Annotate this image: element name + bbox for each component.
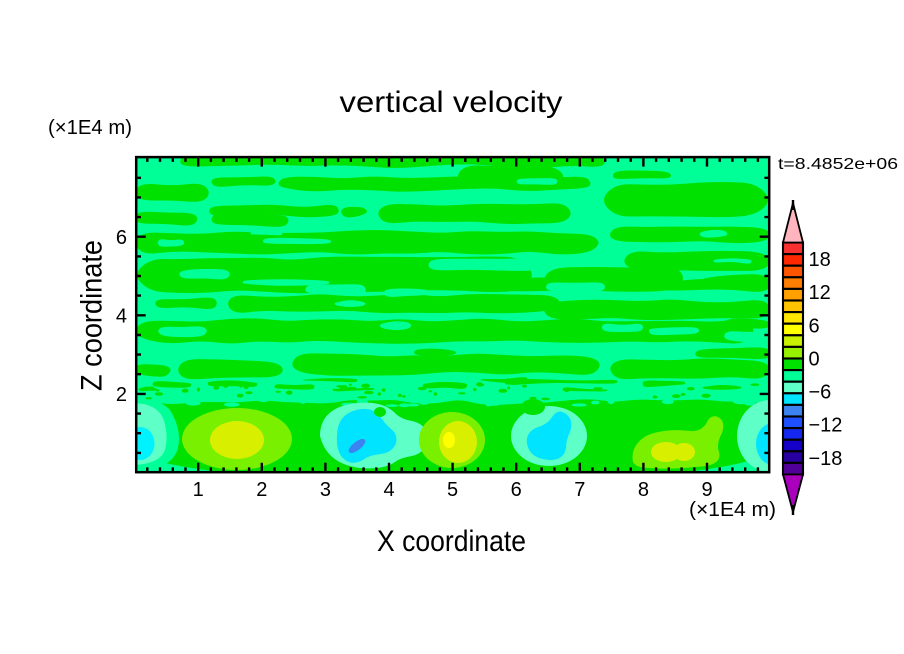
- svg-text:vertical velocity: vertical velocity: [340, 86, 563, 119]
- svg-text:(×1E4 m): (×1E4 m): [689, 499, 776, 521]
- svg-text:Z coordinate: Z coordinate: [76, 240, 109, 391]
- svg-text:t=8.4852e+06: t=8.4852e+06: [778, 156, 898, 173]
- svg-text:12: 12: [809, 282, 831, 304]
- svg-text:−12: −12: [809, 415, 843, 437]
- svg-text:0: 0: [809, 349, 820, 371]
- svg-text:5: 5: [447, 479, 458, 501]
- svg-text:8: 8: [638, 479, 649, 501]
- svg-text:−6: −6: [809, 382, 832, 404]
- svg-text:9: 9: [701, 479, 712, 501]
- svg-text:4: 4: [383, 479, 394, 501]
- svg-text:6: 6: [116, 227, 127, 249]
- svg-text:1: 1: [193, 479, 204, 501]
- svg-text:2: 2: [256, 479, 267, 501]
- svg-text:6: 6: [511, 479, 522, 501]
- svg-text:4: 4: [116, 306, 127, 328]
- svg-text:(×1E4 m): (×1E4 m): [48, 117, 132, 139]
- svg-text:7: 7: [574, 479, 585, 501]
- svg-text:X coordinate: X coordinate: [377, 525, 526, 558]
- svg-text:−18: −18: [809, 448, 843, 470]
- svg-text:2: 2: [116, 384, 127, 406]
- svg-text:3: 3: [320, 479, 331, 501]
- svg-text:6: 6: [809, 315, 820, 337]
- svg-text:18: 18: [809, 249, 831, 271]
